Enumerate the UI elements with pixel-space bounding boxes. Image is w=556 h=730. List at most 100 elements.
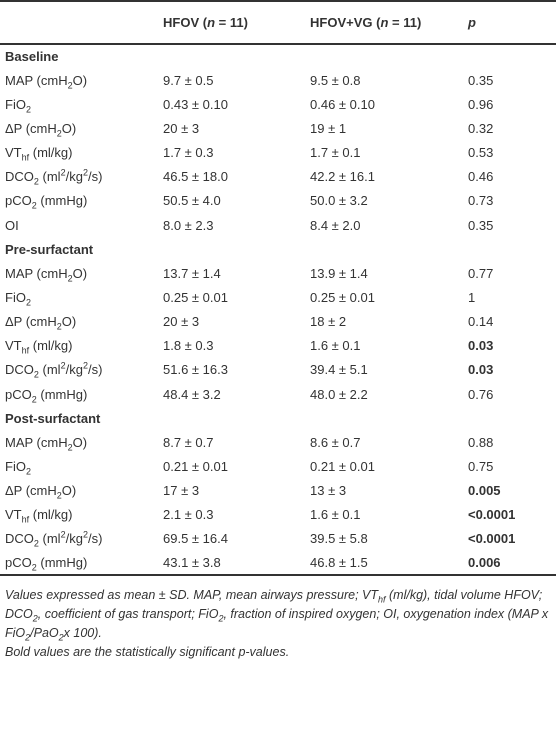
data-row: VThf (ml/kg) 1.7 ± 0.3 1.7 ± 0.1 0.53 [0, 141, 556, 165]
row-label: FiO2 [0, 92, 158, 116]
data-row: FiO2 0.21 ± 0.01 0.21 ± 0.01 0.75 [0, 454, 556, 478]
hfov-vg-value: 0.21 ± 0.01 [310, 458, 375, 474]
subscript: 2 [31, 201, 37, 211]
hfov-value: 1.8 ± 0.3 [163, 338, 214, 354]
data-row: ΔP (cmH2O) 17 ± 3 13 ± 3 0.005 [0, 479, 556, 503]
data-row: ΔP (cmH2O) 20 ± 3 18 ± 2 0.14 [0, 310, 556, 334]
text: O) [72, 72, 88, 88]
text: O) [61, 120, 77, 136]
data-row: OI 8.0 ± 2.3 8.4 ± 2.0 0.35 [0, 213, 556, 237]
text: /kg [65, 531, 83, 547]
hfov-vg-value: 13.9 ± 1.4 [310, 265, 368, 281]
hfov-value: 9.7 ± 0.5 [163, 72, 214, 88]
row-label: MAP (cmH2O) [0, 261, 158, 285]
superscript: 2 [60, 167, 66, 178]
text: ΔP (cmH [5, 120, 57, 136]
p-value: 0.76 [468, 386, 494, 402]
data-row: FiO2 0.25 ± 0.01 0.25 ± 0.01 1 [0, 285, 556, 309]
row-label: FiO2 [0, 285, 158, 309]
data-row: DCO2 (ml2/kg2/s) 51.6 ± 16.3 39.4 ± 5.1 0.0… [0, 358, 556, 382]
superscript: 2 [82, 361, 88, 372]
text: DCO [5, 169, 34, 185]
subscript: 2 [56, 128, 62, 139]
section-row: Baseline [0, 44, 556, 68]
hfov-vg-value: 46.8 ± 1.5 [310, 555, 368, 571]
p-value: 0.35 [468, 217, 494, 233]
text: (ml/kg) [29, 507, 73, 523]
p-value: 0.006 [468, 555, 501, 571]
hfov-value: 2.1 ± 0.3 [163, 507, 214, 523]
data-row: pCO2 (mmHg) 50.5 ± 4.0 50.0 ± 3.2 0.73 [0, 189, 556, 213]
text: VT [5, 507, 22, 523]
text: /s) [87, 362, 103, 378]
hfov-value: 20 ± 3 [163, 120, 200, 136]
data-row: ΔP (cmH2O) 20 ± 3 19 ± 1 0.32 [0, 116, 556, 140]
row-label: pCO2 (mmHg) [0, 189, 158, 213]
text: Values expressed as mean ± SD. MAP, mean… [5, 588, 378, 603]
row-label: FiO2 [0, 454, 158, 478]
row-label: MAP (cmH2O) [0, 430, 158, 454]
text: MAP (cmH [5, 72, 68, 88]
text: /s) [87, 169, 103, 185]
text: /kg [65, 362, 83, 378]
p-value: 0.53 [468, 145, 494, 161]
row-label: ΔP (cmH2O) [0, 310, 158, 334]
p-value: 0.77 [468, 265, 494, 281]
row-label: pCO2 (mmHg) [0, 551, 158, 575]
text: Bold values are the statistically signif… [5, 645, 290, 660]
data-row: VThf (ml/kg) 2.1 ± 0.3 1.6 ± 0.1 <0.0001 [0, 503, 556, 527]
subscript: 2 [33, 369, 39, 380]
text: VT [5, 145, 22, 161]
p-value: 0.03 [468, 362, 494, 378]
row-label: VThf (ml/kg) [0, 334, 158, 358]
text: /PaO [30, 626, 59, 641]
text: = 11) [388, 15, 422, 30]
subscript: hf [21, 152, 30, 163]
subscript: 2 [32, 613, 38, 624]
hfov-value: 46.5 ± 18.0 [163, 169, 228, 185]
text: O) [72, 434, 88, 450]
hfov-value: 1.7 ± 0.3 [163, 145, 214, 161]
subscript: 2 [67, 80, 73, 91]
hfov-vg-value: 42.2 ± 16.1 [310, 169, 375, 185]
header-cell [0, 0, 158, 45]
hfov-vg-value: 39.5 ± 5.8 [310, 531, 368, 547]
section-row: Post-surfactant [0, 406, 556, 430]
italic-text: p [468, 15, 476, 30]
data-row: MAP (cmH2O) 13.7 ± 1.4 13.9 ± 1.4 0.77 [0, 261, 556, 285]
subscript: hf [21, 345, 30, 356]
header-cell: HFOV (n = 11) [158, 0, 305, 45]
superscript: 2 [82, 530, 88, 541]
p-value: 0.96 [468, 96, 494, 112]
header-cell: HFOV+VG (n = 11) [305, 0, 463, 45]
text: DCO [5, 531, 34, 547]
hfov-value: 0.25 ± 0.01 [163, 289, 228, 305]
hfov-vg-value: 1.7 ± 0.1 [310, 145, 361, 161]
superscript: 2 [60, 361, 66, 372]
text: /s) [87, 531, 103, 547]
data-row: VThf (ml/kg) 1.8 ± 0.3 1.6 ± 0.1 0.03 [0, 334, 556, 358]
text: pCO [5, 555, 32, 571]
p-value: 0.14 [468, 314, 494, 330]
text: FiO [5, 458, 26, 474]
text: (ml/kg) [29, 145, 73, 161]
text: (ml/kg), tidal volume HFOV; DCO [5, 588, 543, 622]
text: (ml/kg) [29, 338, 73, 354]
text: x 100). [63, 626, 102, 641]
row-label: MAP (cmH2O) [0, 68, 158, 92]
subscript: 2 [56, 321, 62, 332]
text: FiO [5, 96, 26, 112]
section-title: Baseline [5, 49, 59, 65]
row-label: VThf (ml/kg) [0, 141, 158, 165]
hfov-vg-value: 0.25 ± 0.01 [310, 289, 375, 305]
data-row: MAP (cmH2O) 9.7 ± 0.5 9.5 ± 0.8 0.35 [0, 68, 556, 92]
text: FiO [5, 289, 26, 305]
text: = 11) [215, 15, 248, 30]
row-label: VThf (ml/kg) [0, 503, 158, 527]
hfov-value: 48.4 ± 3.2 [163, 386, 221, 402]
hfov-vg-value: 13 ± 3 [310, 483, 347, 499]
text: ΔP (cmH [5, 483, 57, 499]
footnote: Values expressed as mean ± SD. MAP, mean… [5, 586, 552, 643]
